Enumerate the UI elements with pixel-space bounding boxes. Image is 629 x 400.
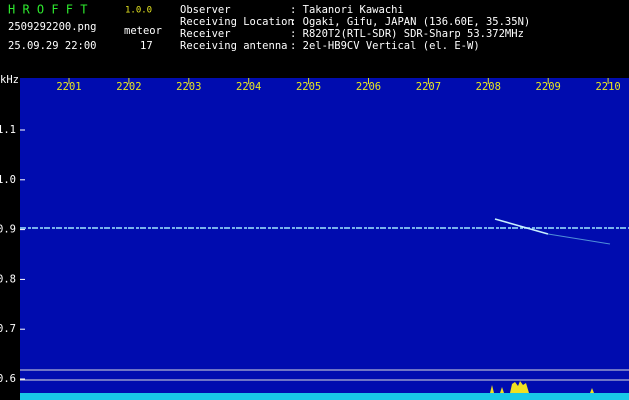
field-value: : Ogaki, Gifu, JAPAN (136.60E, 35.35N) — [290, 16, 530, 28]
time-label: 2208 — [476, 81, 501, 93]
field-label: Receiving antenna — [180, 40, 287, 52]
field-label: Observer — [180, 4, 231, 16]
frequency-label: 0.9 — [0, 224, 16, 236]
time-label: 2203 — [176, 81, 201, 93]
level-bars — [20, 393, 629, 400]
filename: 2509292200.png — [8, 21, 97, 33]
field-value: : 2el-HB9CV Vertical (el. E-W) — [290, 40, 480, 52]
level-peaks — [490, 381, 594, 393]
frequency-label: 0.8 — [0, 273, 16, 285]
header: H R O F F T 1.0.0 2509292200.png meteor … — [0, 3, 162, 87]
time-label: 2207 — [416, 81, 441, 93]
spectrogram-noise — [20, 78, 629, 400]
field-label: Receiver — [180, 28, 231, 40]
time-label: 2201 — [56, 81, 81, 93]
field-value: : R820T2(RTL-SDR) SDR-Sharp 53.372MHz — [290, 28, 524, 40]
version: 1.0.0 — [125, 6, 152, 16]
frequency-label: 0.6 — [0, 373, 16, 385]
time-label: 2205 — [296, 81, 321, 93]
time-label: 2210 — [595, 81, 620, 93]
meteor-echo — [494, 218, 549, 235]
count-label: meteor — [124, 25, 162, 37]
frequency-label: 1.1 — [0, 124, 16, 136]
time-label: 2202 — [116, 81, 141, 93]
meteor-echo-tail — [547, 233, 611, 245]
time-label: 2209 — [536, 81, 561, 93]
field-label: Receiving Location — [180, 16, 294, 28]
field-value: : Takanori Kawachi — [290, 4, 404, 16]
app-name: H R O F F T — [8, 3, 87, 17]
count: 17 — [140, 40, 153, 52]
frequency-label: 0.7 — [0, 323, 16, 335]
time-label: 2204 — [236, 81, 261, 93]
time-label: 2206 — [356, 81, 381, 93]
timestamp: 25.09.29 22:00 — [8, 40, 97, 52]
frequency-label: 1.0 — [0, 174, 16, 186]
frequency-unit: kHz — [0, 74, 19, 86]
